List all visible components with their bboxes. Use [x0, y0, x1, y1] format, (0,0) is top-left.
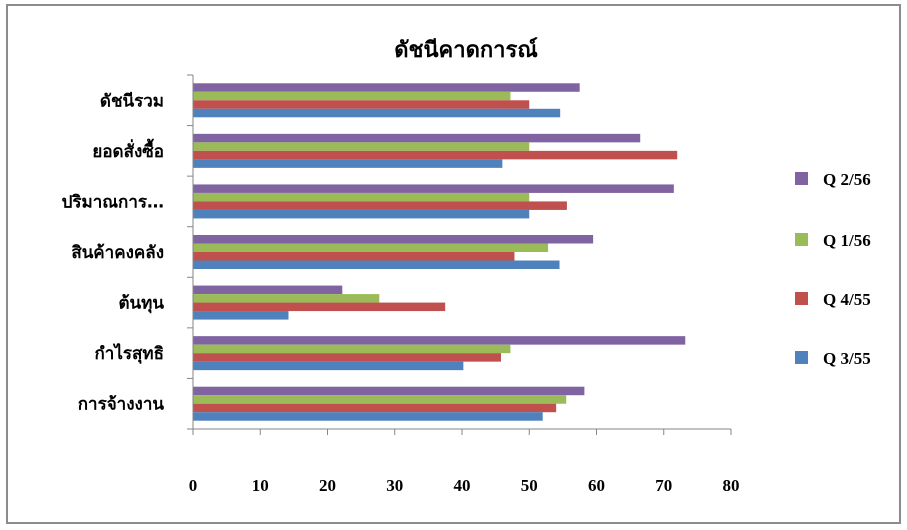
- category-label: ยอดสั่งซื้อ: [92, 138, 164, 162]
- bar-4-series-2: [193, 243, 549, 252]
- tick-labels: 0 10 20 30 40 50 60 70 80: [189, 476, 740, 495]
- legend-label: Q 2/56: [823, 170, 871, 189]
- bar-7-series-3: [193, 403, 557, 413]
- x-tick-label: 40: [454, 476, 471, 495]
- bar-1-series-1: [193, 83, 580, 92]
- bar-1-series-3: [193, 100, 530, 109]
- legend-swatch: [795, 292, 808, 305]
- category-label: การจ้างงาน: [78, 395, 165, 415]
- category-label: ต้นทุน: [119, 294, 165, 314]
- category-label: กำไรสุทธิ: [95, 343, 164, 364]
- axes-group: [187, 74, 732, 435]
- bar-2-series-2: [193, 142, 530, 151]
- bar-6-series-1: [193, 336, 686, 345]
- bars-group: [193, 83, 686, 421]
- legend-label: Q 3/55: [823, 349, 871, 368]
- chart-title: ดัชนีคาดการณ์: [394, 37, 538, 63]
- bar-4-series-3: [193, 252, 515, 261]
- x-tick-label: 60: [588, 476, 605, 495]
- bar-2-series-3: [193, 150, 678, 160]
- legend-swatch: [795, 172, 808, 185]
- bar-6-series-2: [193, 344, 511, 354]
- bar-6-series-3: [193, 353, 502, 362]
- x-tick-label: 10: [252, 476, 269, 495]
- bar-7-series-4: [193, 412, 543, 421]
- bar-3-series-4: [193, 209, 530, 219]
- bar-1-series-2: [193, 91, 511, 101]
- bar-5-series-2: [193, 294, 380, 303]
- bar-3-series-2: [193, 192, 530, 202]
- bar-3-series-3: [193, 201, 567, 210]
- x-tick-label: 80: [723, 476, 740, 495]
- x-tick-label: 50: [521, 476, 538, 495]
- x-tick-label: 20: [319, 476, 336, 495]
- legend-swatch: [795, 233, 808, 246]
- bar-4-series-1: [193, 235, 594, 244]
- bar-5-series-4: [193, 311, 289, 320]
- legend-label: Q 4/55: [823, 290, 871, 309]
- category-label: สินค้าคงคลัง: [71, 243, 164, 263]
- bar-3-series-1: [193, 184, 674, 193]
- x-tick-label: 30: [386, 476, 403, 495]
- x-tick-label: 0: [189, 476, 198, 495]
- category-label: ดัชนีรวม: [100, 90, 164, 111]
- bar-7-series-1: [193, 386, 585, 396]
- bar-7-series-2: [193, 395, 567, 404]
- x-tick-label: 70: [655, 476, 672, 495]
- legend-swatch: [795, 351, 808, 364]
- bar-6-series-4: [193, 361, 464, 371]
- category-label: ปริมาณการ…: [62, 192, 164, 212]
- bar-2-series-1: [193, 133, 641, 143]
- bar-5-series-3: [193, 302, 446, 312]
- bar-1-series-4: [193, 108, 561, 118]
- legend-label: Q 1/56: [823, 231, 871, 250]
- bar-2-series-4: [193, 159, 503, 168]
- bar-4-series-4: [193, 260, 560, 269]
- legend: Q 2/56 Q 1/56 Q 4/55 Q 3/55: [795, 170, 871, 368]
- bar-5-series-1: [193, 285, 343, 295]
